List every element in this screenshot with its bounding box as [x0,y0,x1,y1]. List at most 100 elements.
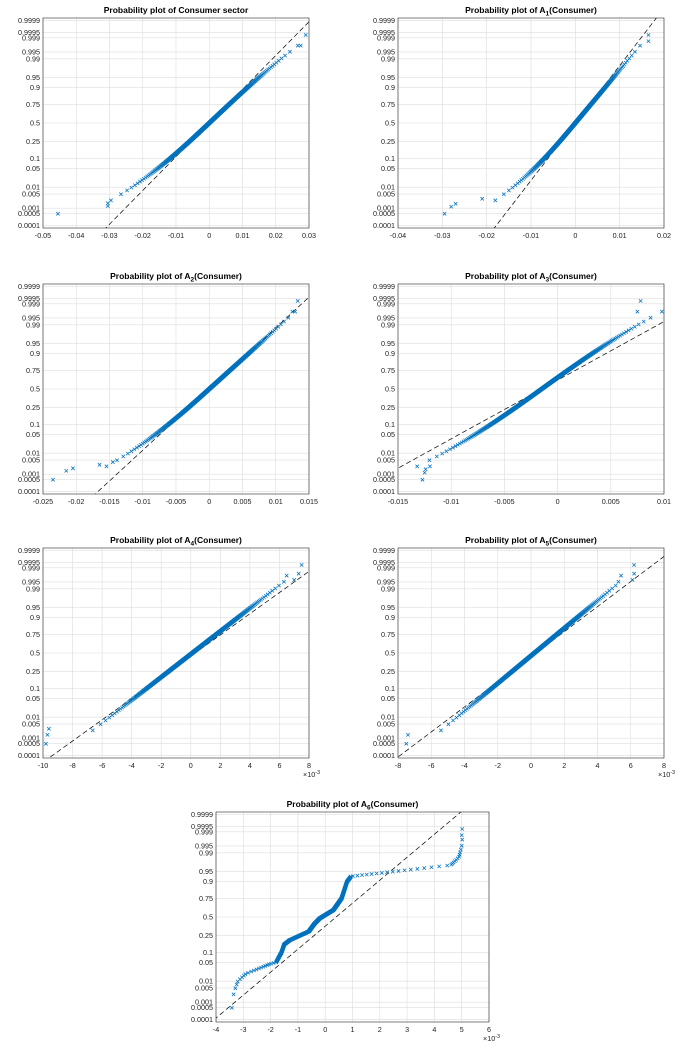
y-tick-label: 0.95 [26,73,40,82]
data-point [282,319,286,324]
y-tick-label: 0.0005 [373,209,395,218]
y-tick-label: 0.999 [22,563,40,572]
data-point [450,445,455,450]
y-tick-label: 0.75 [26,100,40,109]
y-tick-label: 0.01 [381,183,395,192]
y-tick-label: 0.995 [377,47,395,56]
x-tick-label: -0.03 [434,231,450,240]
plot-0: Probability plot of Consumer sector -0.05… [18,5,316,240]
axes-frame [397,283,665,495]
y-tick-label: 0.999 [377,33,395,42]
y-tick-label: 0.995 [22,47,40,56]
y-tick-label: 0.001 [377,204,395,213]
x-tick-label: 4 [248,761,252,770]
y-tick-label: 0.995 [195,841,213,850]
data-points [415,298,664,482]
y-tick-label: 0.001 [377,470,395,479]
y-tick-label: 0.1 [385,684,395,693]
data-point [408,867,413,872]
plot-title-suffix: (Consumer) [194,535,242,545]
y-tick-label: 0.0001 [373,487,395,496]
x-tick-label: 0 [556,497,560,506]
x-tick-label: -0.04 [68,231,84,240]
data-point [233,986,238,991]
y-tick-label: 0.95 [26,603,40,612]
data-point [447,447,452,452]
plot-title-subscript: 1 [546,11,550,18]
x-tick-label: -0.01 [523,231,539,240]
x-tick-label: -0.015 [99,497,119,506]
x-tick-label: 0.01 [657,497,671,506]
y-tick-label: 0.9999 [373,546,395,555]
x-tick-label: -2 [158,761,164,770]
y-tick-label: 0.75 [26,366,40,375]
plot-title: Probability plot of A4(Consumer) [110,535,242,548]
data-points [55,32,308,216]
y-tick-label: 0.9995 [18,558,40,567]
data-point [629,53,634,58]
data-point [429,865,434,870]
plot-title-text: Probability plot of Consumer sector [104,5,249,15]
data-point [659,309,664,314]
data-point [621,331,626,336]
x-exponent-value: -3 [495,1034,500,1040]
x-tick-label: 8 [307,761,311,770]
data-point [135,181,140,186]
plot-title-text: Probability plot of A [110,271,190,281]
x-tick-label: -6 [428,761,434,770]
data-point [506,188,511,193]
y-tick-label: 0.001 [22,470,40,479]
plot-title-suffix: (Consumer) [549,271,597,281]
x-tick-label: 2 [378,1025,382,1034]
plot-1: Probability plot of A1(Consumer) -0.04 -0.… [373,5,671,240]
data-point [290,309,295,314]
y-tick-label: 0.05 [26,430,40,439]
data-point [629,326,634,331]
data-point [107,715,112,720]
x-tick-label: 2 [562,761,566,770]
x-tick-label: 0.015 [300,497,318,506]
x-tick-label: 0 [323,1025,327,1034]
data-point [510,185,515,190]
y-tick-label: 0.0005 [18,739,40,748]
x-tick-label: -4 [213,1025,219,1034]
x-tick-label: -0.05 [35,231,51,240]
data-point [444,449,449,454]
y-tick-label: 0.9999 [191,810,213,819]
plot-title-text: Probability plot of A [110,535,190,545]
data-point [427,464,432,469]
x-tick-label: -0.01 [168,231,184,240]
x-tick-label: 0 [207,231,211,240]
data-point [632,571,637,576]
x-tick-label: 0.02 [269,231,283,240]
x-tick-label: -0.02 [68,497,84,506]
y-tick-label: 0.9999 [373,282,395,291]
y-tick-label: 0.95 [26,339,40,348]
data-point [295,298,300,303]
data-point [630,577,635,582]
plot-title-subscript: 6 [367,805,371,812]
plot-title-suffix: (Consumer) [371,799,419,809]
data-point [292,577,297,582]
data-points [229,826,465,1010]
x-tick-label: -0.005 [166,497,186,506]
y-tick-label: 0.9 [385,349,395,358]
data-point [234,982,239,987]
data-point [259,965,264,970]
y-tick-label: 0.005 [22,456,40,465]
data-point [254,967,259,972]
y-tick-label: 0.9 [385,83,395,92]
y-tick-label: 0.005 [22,720,40,729]
data-point [626,328,631,333]
y-tick-label: 0.0001 [191,1015,213,1024]
data-point [351,874,355,879]
data-point [97,462,102,467]
y-tick-label: 0.75 [381,100,395,109]
y-tick-label: 0.1 [30,684,40,693]
data-point [55,211,60,216]
data-point [624,329,629,334]
data-point [390,869,395,874]
y-tick-label: 0.0001 [18,221,40,230]
y-tick-label: 0.0001 [373,751,395,760]
x-tick-label: -0.01 [135,497,151,506]
